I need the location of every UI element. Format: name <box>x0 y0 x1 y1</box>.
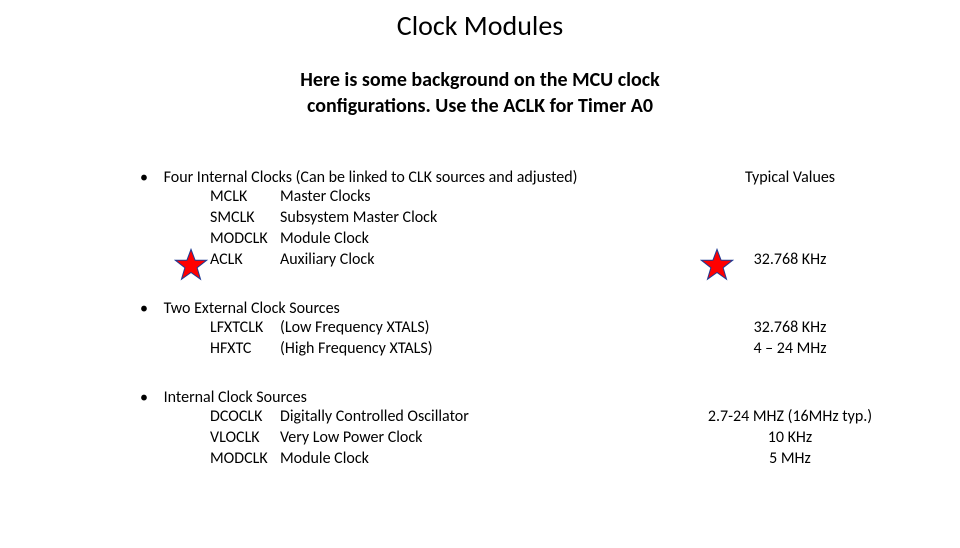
clock-desc: Master Clocks <box>280 187 371 208</box>
clock-row: MCLK Master Clocks <box>0 187 960 208</box>
bullet-icon: • <box>140 388 160 407</box>
clock-abbr: MCLK <box>210 187 247 208</box>
clock-desc: (Low Frequency XTALS) <box>280 318 430 339</box>
clock-row: ACLK Auxiliary Clock 32.768 KHz <box>0 250 960 271</box>
subtitle-line-1: Here is some background on the MCU clock <box>300 68 659 92</box>
clock-abbr: VLOCLK <box>210 428 260 449</box>
content-area: Typical Values • Four Internal Clocks (C… <box>0 168 960 498</box>
clock-abbr: MODCLK <box>210 229 268 250</box>
clock-desc: Digitally Controlled Oscillator <box>280 407 469 428</box>
clock-abbr: ACLK <box>210 250 243 271</box>
typical-values-header: Typical Values <box>680 168 900 187</box>
section-heading: Two External Clock Sources <box>164 299 340 318</box>
clock-value: 4 – 24 MHz <box>680 339 900 360</box>
clock-row: MODCLK Module Clock <box>0 229 960 250</box>
clock-row: VLOCLK Very Low Power Clock 10 KHz <box>0 428 960 449</box>
section-internal-sources: • Internal Clock Sources DCOCLK Digitall… <box>0 388 960 470</box>
star-shape <box>175 249 206 279</box>
clock-row: DCOCLK Digitally Controlled Oscillator 2… <box>0 407 960 428</box>
clock-value: 10 KHz <box>680 428 900 449</box>
clock-value: 5 MHz <box>680 449 900 470</box>
clock-desc: (High Frequency XTALS) <box>280 339 433 360</box>
page-title: Clock Modules <box>0 8 960 43</box>
clock-abbr: HFXTC <box>210 339 251 360</box>
clock-abbr: SMCLK <box>210 208 255 229</box>
bullet-icon: • <box>140 299 160 318</box>
section-external-sources: • Two External Clock Sources LFXTCLK (Lo… <box>0 299 960 360</box>
clock-row: MODCLK Module Clock 5 MHz <box>0 449 960 470</box>
clock-row: SMCLK Subsystem Master Clock <box>0 208 960 229</box>
subtitle-line-2: configurations. Use the ACLK for Timer A… <box>307 94 653 118</box>
star-shape <box>701 249 732 279</box>
clock-desc: Auxiliary Clock <box>280 250 374 271</box>
clock-value: 2.7-24 MHZ (16MHz typ.) <box>680 407 900 428</box>
star-icon <box>700 248 734 282</box>
clock-desc: Module Clock <box>280 229 369 250</box>
clock-row: LFXTCLK (Low Frequency XTALS) 32.768 KHz <box>0 318 960 339</box>
clock-desc: Subsystem Master Clock <box>280 208 437 229</box>
page-subtitle: Here is some background on the MCU clock… <box>0 67 960 119</box>
star-icon <box>174 248 208 282</box>
clock-abbr: DCOCLK <box>210 407 262 428</box>
bullet-icon: • <box>140 168 160 187</box>
clock-value: 32.768 KHz <box>680 318 900 339</box>
section-heading: Internal Clock Sources <box>164 388 307 407</box>
clock-row: HFXTC (High Frequency XTALS) 4 – 24 MHz <box>0 339 960 360</box>
clock-abbr: LFXTCLK <box>210 318 263 339</box>
clock-desc: Module Clock <box>280 449 369 470</box>
section-internal-clocks: Typical Values • Four Internal Clocks (C… <box>0 168 960 271</box>
clock-abbr: MODCLK <box>210 449 268 470</box>
clock-desc: Very Low Power Clock <box>280 428 422 449</box>
section-heading: Four Internal Clocks (Can be linked to C… <box>164 168 578 187</box>
